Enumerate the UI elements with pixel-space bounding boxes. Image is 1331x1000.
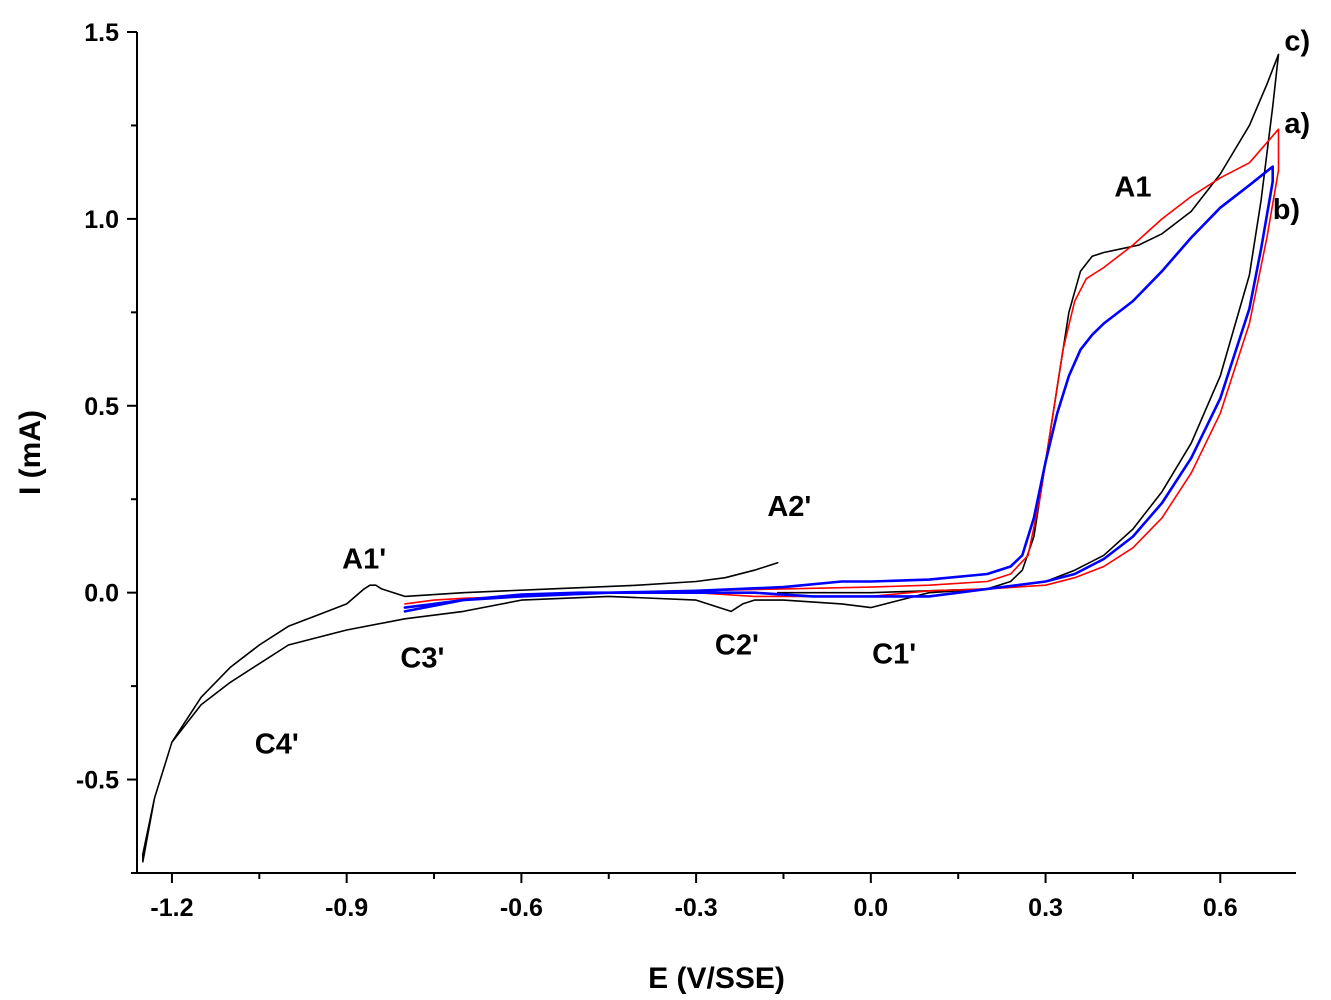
peak-label: C3' <box>400 642 444 674</box>
x-tick-label: -0.6 <box>500 894 543 922</box>
y-tick-label: 1.5 <box>84 19 119 47</box>
series-layer <box>142 53 1280 863</box>
x-tick-label: -0.9 <box>325 894 368 922</box>
x-tick-label: 0.3 <box>1028 894 1063 922</box>
y-tick-label: 0.5 <box>84 393 119 421</box>
peak-label: A1 <box>1114 171 1151 203</box>
series-line-b <box>403 165 1274 613</box>
x-tick-label: 0.0 <box>853 894 888 922</box>
curve-label: a) <box>1284 108 1310 140</box>
x-tick-label: -1.2 <box>150 894 193 922</box>
peak-label: C1' <box>872 639 916 671</box>
series-line-c <box>142 53 1280 863</box>
annotations: A1 A1' A2' C1' C2' C3' C4' c) a) b) <box>255 26 1310 761</box>
peak-label: C2' <box>715 629 759 661</box>
axes: -1.2 -0.9 -0.6 -0.3 0.0 0.3 0.6 -0.5 0.0 0.5 1.0 1.… <box>76 19 1296 922</box>
curve-label: c) <box>1284 26 1310 58</box>
x-tick-label: -0.3 <box>675 894 718 922</box>
x-tick-label: 0.6 <box>1203 894 1238 922</box>
curve-label: b) <box>1273 194 1300 226</box>
y-tick-label: 1.0 <box>84 206 119 234</box>
y-axis-title: I (mA) <box>14 410 47 495</box>
peak-label: C4' <box>255 728 299 760</box>
peak-label: A2' <box>767 491 811 523</box>
peak-label: A1' <box>342 543 386 575</box>
y-tick-label: 0.0 <box>84 580 119 608</box>
x-axis-title: E (V/SSE) <box>648 962 785 995</box>
y-tick-label: -0.5 <box>76 767 119 795</box>
